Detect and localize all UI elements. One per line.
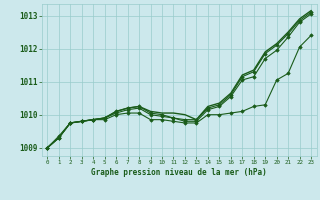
X-axis label: Graphe pression niveau de la mer (hPa): Graphe pression niveau de la mer (hPa) — [91, 168, 267, 177]
